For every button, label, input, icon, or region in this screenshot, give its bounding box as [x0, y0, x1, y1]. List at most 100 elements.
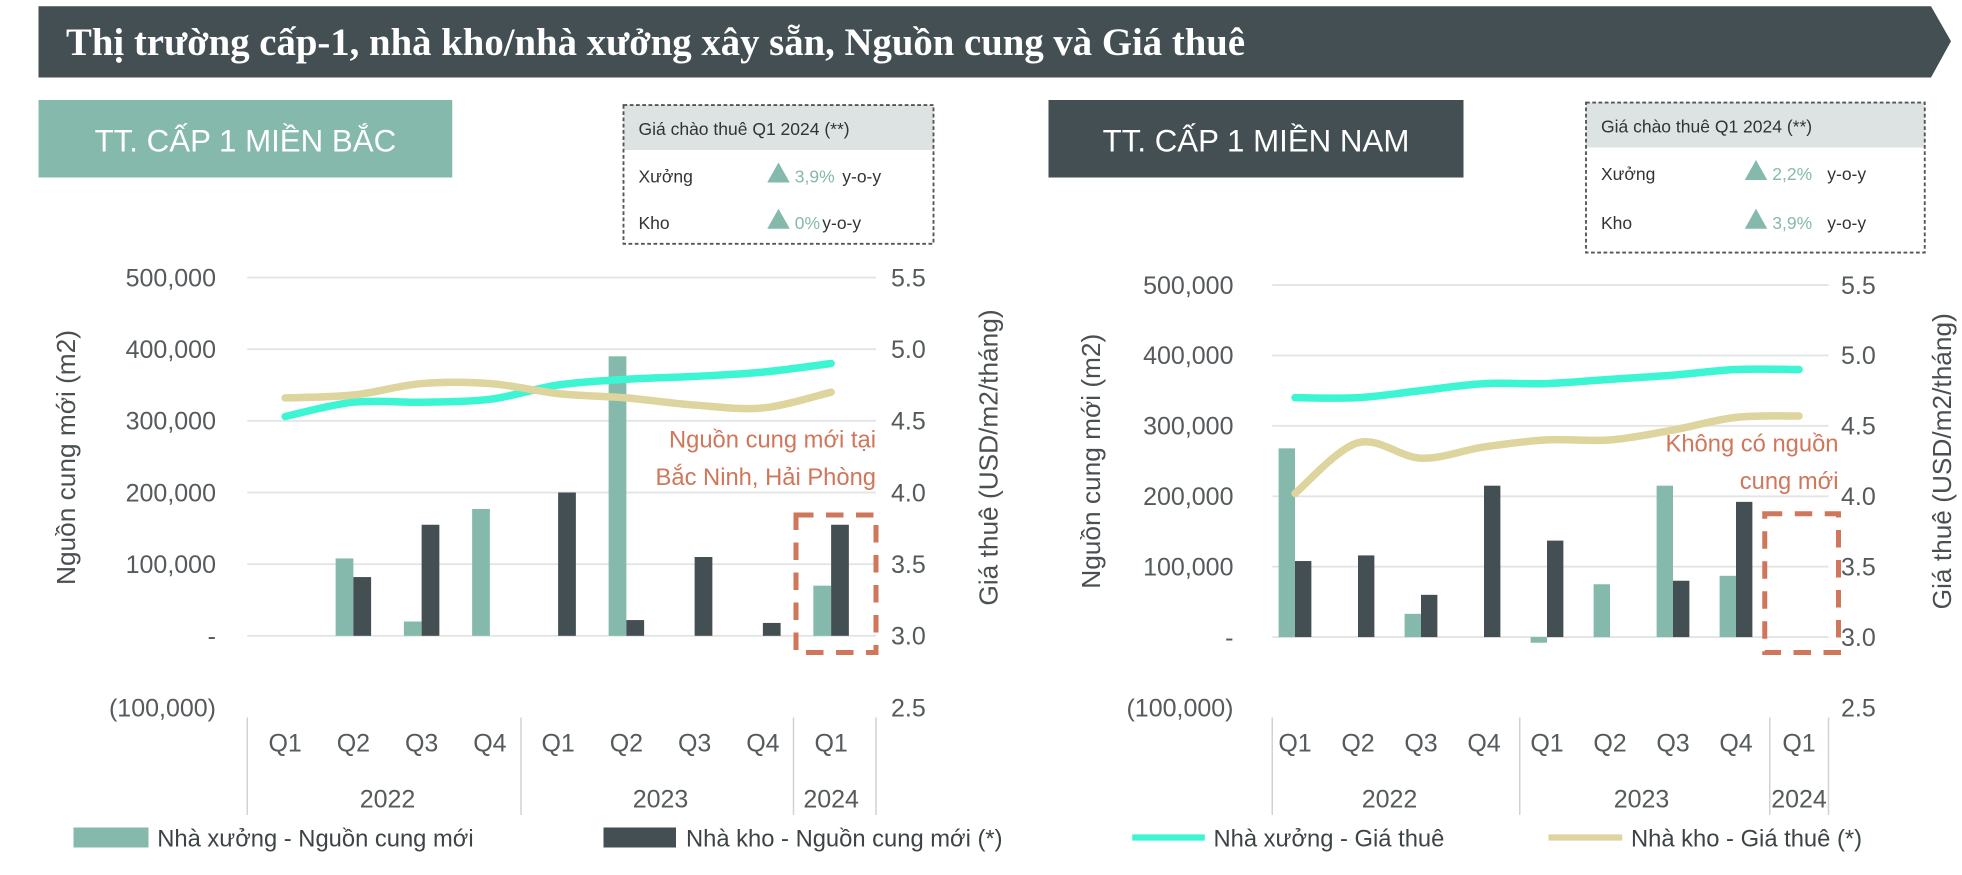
bar-factory-supply [335, 558, 354, 636]
legend-label: Nhà kho - Giá thuê (*) [1631, 825, 1862, 852]
y-tick-label: 400,000 [1143, 342, 1233, 370]
x-tick-label: Q1 [1278, 729, 1311, 757]
price-box-header-bg [1586, 102, 1925, 148]
legend: Nhà xưởng - Nguồn cung mới Nhà kho - Ngu… [73, 825, 1862, 852]
chart-south: TT. CẤP 1 MIỀN NAM Giá chào thuê Q1 2024 … [1048, 100, 1957, 815]
y-tick-label: (100,000) [1126, 694, 1233, 722]
line-warehouse-rent [281, 378, 835, 413]
y-tick-label: - [208, 623, 216, 651]
y-tick-label: 300,000 [1143, 413, 1233, 441]
region-badge [38, 100, 453, 178]
bar-factory-supply [1719, 575, 1736, 638]
y2-tick-label: 4.0 [891, 479, 926, 507]
y-tick-label: 300,000 [126, 408, 216, 436]
y2-tick-label: 5.5 [891, 264, 926, 292]
y-tick-label: 100,000 [1143, 553, 1233, 581]
bar-warehouse-supply [626, 620, 645, 636]
chart-north: TT. CẤP 1 MIỀN BẮC Giá chào thuê Q1 2024 … [38, 100, 1003, 815]
legend-label: Nhà xưởng - Nguồn cung mới [157, 825, 473, 852]
y2-axis-title: Giá thuê (USD/m2/tháng) [973, 309, 1003, 605]
x-tick-label: Q1 [1530, 729, 1563, 757]
y2-tick-label: 4.5 [891, 408, 926, 436]
price-box-row-label: Kho [639, 213, 670, 233]
y2-tick-label: 5.0 [1841, 342, 1876, 370]
bar-warehouse-supply [694, 557, 713, 636]
highlight-box [1762, 511, 1841, 655]
bar-factory-supply [403, 621, 422, 636]
bar-warehouse-supply [1295, 561, 1312, 638]
triangle-up-icon [767, 208, 790, 229]
y2-axis-title: Giá thuê (USD/m2/tháng) [1927, 313, 1957, 609]
x-tick-label: Q4 [473, 729, 506, 757]
y-tick-label: 200,000 [1143, 483, 1233, 511]
bar-factory-supply [1278, 448, 1295, 638]
x-year-label: 2022 [360, 786, 416, 814]
y-tick-label: 500,000 [126, 264, 216, 292]
price-change-value: 3,9% [1772, 213, 1812, 233]
x-tick-label: Q2 [337, 729, 370, 757]
annotation-text: Nguồn cung mới tại [669, 427, 876, 454]
price-box-header: Giá chào thuê Q1 2024 (**) [639, 119, 850, 139]
line-factory-rent [281, 359, 835, 421]
x-year-label: 2022 [1362, 786, 1418, 814]
triangle-up-icon [767, 162, 790, 183]
bar-warehouse-supply [1547, 540, 1564, 638]
price-change-value: 2,2% [1772, 164, 1812, 184]
y2-tick-label: 3.0 [1841, 624, 1876, 652]
highlight-box [793, 512, 879, 655]
x-tick-label: Q3 [405, 729, 438, 757]
y2-tick-label: 2.5 [1841, 694, 1876, 722]
bar-factory-supply [1530, 637, 1547, 643]
legend-label: Nhà xưởng - Giá thuê [1214, 825, 1445, 852]
price-box-row-label: Xưởng [639, 167, 693, 187]
y-axis-title: Nguồn cung mới (m2) [51, 330, 81, 585]
bar-factory-supply [1404, 613, 1421, 638]
y2-tick-label: 4.5 [1841, 413, 1876, 441]
x-year-label: 2024 [1771, 786, 1827, 814]
price-change-suffix: y-o-y [842, 167, 881, 187]
y-tick-label: 200,000 [126, 479, 216, 507]
y-tick-label: - [1225, 624, 1233, 652]
x-tick-label: Q2 [1341, 729, 1374, 757]
y2-tick-label: 5.5 [1841, 272, 1876, 300]
y2-tick-label: 2.5 [891, 694, 926, 722]
bar-factory-supply [472, 508, 490, 636]
region-label: TT. CẤP 1 MIỀN BẮC [95, 122, 397, 158]
x-tick-label: Q1 [814, 729, 847, 757]
bar-warehouse-supply [558, 492, 576, 636]
price-change-value: 3,9% [795, 167, 835, 187]
page-title: Thị trường cấp-1, nhà kho/nhà xưởng xây … [66, 21, 1245, 64]
x-tick-label: Q2 [1593, 729, 1626, 757]
annotation-text: cung mới [1740, 468, 1839, 495]
price-change-suffix: y-o-y [1827, 213, 1866, 233]
price-box-header: Giá chào thuê Q1 2024 (**) [1601, 117, 1812, 137]
price-box-header-bg [623, 105, 934, 150]
x-year-label: 2024 [803, 786, 859, 814]
bar-warehouse-supply [353, 577, 372, 636]
bar-warehouse-supply [762, 622, 781, 636]
y2-tick-label: 3.5 [891, 551, 926, 579]
x-tick-label: Q4 [1719, 729, 1752, 757]
bar-warehouse-supply [1673, 580, 1690, 638]
price-box-row-label: Kho [1601, 213, 1632, 233]
x-tick-label: Q3 [678, 729, 711, 757]
x-tick-label: Q1 [268, 729, 301, 757]
bar-warehouse-supply [1358, 555, 1375, 638]
x-tick-label: Q4 [746, 729, 779, 757]
y2-tick-label: 3.0 [891, 623, 926, 651]
x-tick-label: Q3 [1404, 729, 1437, 757]
legend-label: Nhà kho - Nguồn cung mới (*) [686, 825, 1003, 852]
y-tick-label: 100,000 [126, 551, 216, 579]
x-tick-label: Q4 [1467, 729, 1500, 757]
x-tick-label: Q1 [1782, 729, 1815, 757]
y2-tick-label: 3.5 [1841, 553, 1876, 581]
price-change-value: 0% [795, 213, 820, 233]
bar-warehouse-supply [1421, 594, 1438, 638]
y2-tick-label: 4.0 [1841, 483, 1876, 511]
y-tick-label: 400,000 [126, 336, 216, 364]
title-banner [38, 6, 1951, 78]
x-tick-label: Q3 [1656, 729, 1689, 757]
legend-swatch-warehouse-supply [603, 827, 676, 848]
bar-warehouse-supply [831, 524, 849, 636]
